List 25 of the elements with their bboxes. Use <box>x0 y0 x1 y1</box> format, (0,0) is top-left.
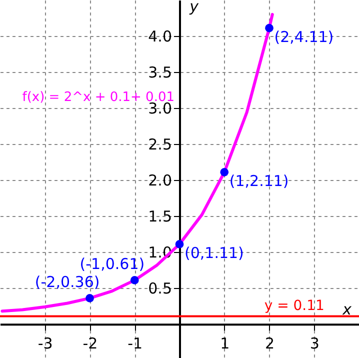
y-tick-label: 2.0 <box>148 172 172 190</box>
point <box>175 240 184 248</box>
x-tick-label: 2 <box>264 334 275 353</box>
data-label: (-1,0.61) <box>80 255 145 274</box>
y-axis-title: y <box>188 0 200 16</box>
x-axis-title: x <box>342 300 352 319</box>
y-tick-label: 4.0 <box>148 28 172 46</box>
x-tick-label: 3 <box>310 334 320 353</box>
data-label: (-2,0.36) <box>34 273 100 292</box>
point <box>86 294 94 302</box>
point <box>220 168 229 176</box>
x-tick-label: -2 <box>82 334 98 353</box>
x-tick-label: -3 <box>38 334 53 353</box>
x-tick-label: -1 <box>128 334 143 353</box>
y-tick-label: 3.5 <box>148 64 172 82</box>
y-tick-label: 1.5 <box>148 208 172 226</box>
data-label: (0,1.11) <box>184 244 244 262</box>
data-label: (2,4.11) <box>274 28 334 46</box>
x-tick-label: 1 <box>220 334 230 353</box>
data-label: (1,2.11) <box>229 172 289 190</box>
y-tick-label: 0.5 <box>148 280 172 298</box>
ref-line-label: y = 0.11 <box>264 298 324 314</box>
y-tick-label: 2.5 <box>148 136 172 154</box>
point <box>130 276 139 284</box>
point <box>265 24 274 32</box>
